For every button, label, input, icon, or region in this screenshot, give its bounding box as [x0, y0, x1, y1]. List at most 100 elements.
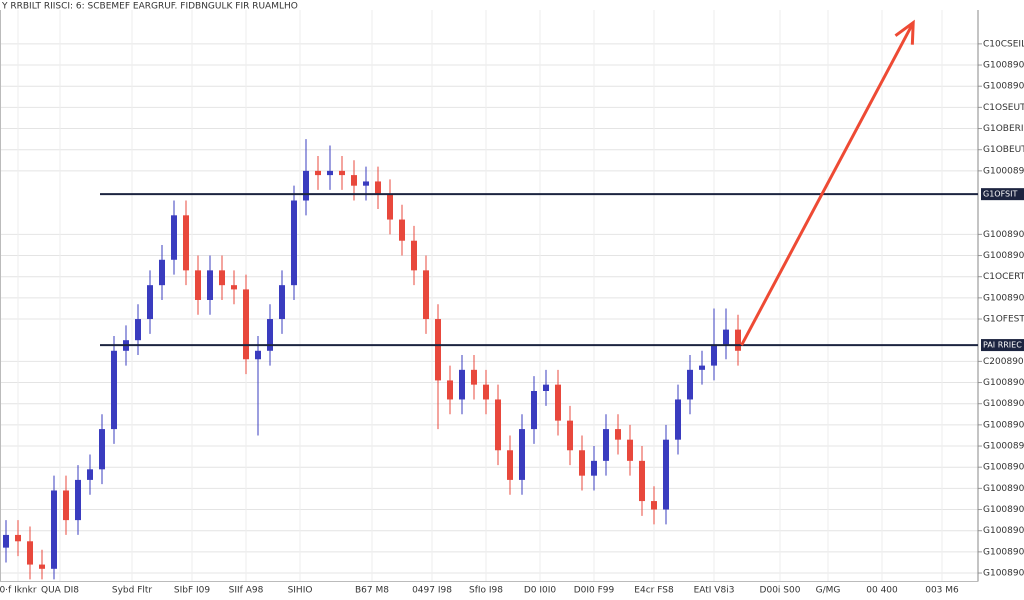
- forecast-arrow: [740, 21, 915, 346]
- candle-body: [291, 200, 297, 286]
- candle-body: [363, 181, 369, 186]
- x-tick-label: B67 M8: [355, 586, 389, 596]
- candle-body: [171, 215, 177, 260]
- candle-body: [111, 350, 117, 430]
- y-tick-label: C1OCERTL: [983, 272, 1024, 282]
- y-tick-label: G100890: [983, 230, 1024, 240]
- candle-body: [315, 170, 321, 176]
- y-tick-label: C200890: [983, 357, 1024, 367]
- candle-body: [75, 479, 81, 521]
- candle-body: [51, 490, 57, 569]
- y-tick-label: G100890: [983, 484, 1024, 494]
- candle-body: [267, 319, 273, 351]
- candle-body: [519, 429, 525, 480]
- x-tick-label: Sybd Fltr: [112, 586, 153, 596]
- y-tick-label: C1OSEUTL: [983, 103, 1024, 113]
- y-tick-label: G100890: [983, 61, 1024, 71]
- candle-body: [723, 329, 729, 345]
- y-tick-label: G100890: [983, 251, 1024, 261]
- candle-body: [279, 285, 285, 320]
- candle-body: [147, 285, 153, 320]
- x-tick-label: D0I0 F99: [574, 586, 615, 596]
- candle-body: [735, 329, 741, 351]
- y-tick-label: G100890: [983, 399, 1024, 409]
- candle-body: [579, 450, 585, 476]
- y-tick-label: G1000890: [983, 166, 1024, 176]
- candle-body: [459, 369, 465, 400]
- candle-body: [555, 384, 561, 421]
- y-tick-label: G100890: [983, 569, 1024, 579]
- candle-body: [603, 429, 609, 461]
- candle-body: [183, 215, 189, 271]
- candle-body: [687, 369, 693, 400]
- x-tick-label: D00i S00: [760, 586, 801, 596]
- candle-body: [231, 285, 237, 290]
- y-tick-label: G1OBERIL: [983, 124, 1024, 134]
- candle-body: [711, 344, 717, 366]
- level-label-box: [981, 339, 1024, 352]
- candle-body: [63, 490, 69, 521]
- candle-body: [399, 219, 405, 241]
- candle-body: [411, 240, 417, 271]
- candle-body: [327, 170, 333, 176]
- candle-body: [255, 350, 261, 360]
- candle-body: [447, 380, 453, 400]
- x-tick-label: 0·f Iknkr: [0, 586, 37, 596]
- level-label-box: [981, 188, 1024, 201]
- candle-body: [27, 541, 33, 565]
- x-tick-label: QUA DI8: [41, 586, 79, 596]
- y-tick-label: G100890: [983, 378, 1024, 388]
- candle-body: [423, 270, 429, 320]
- candle-body: [39, 564, 45, 569]
- candle-body: [639, 460, 645, 502]
- arrow-head: [894, 19, 915, 45]
- candle-body: [219, 270, 225, 286]
- y-tick-label: G100890: [983, 463, 1024, 473]
- candle-body: [303, 170, 309, 201]
- candle-body: [87, 469, 93, 480]
- y-tick-label: C10CSEIL: [983, 39, 1024, 49]
- plot: [3, 139, 741, 580]
- candle-body: [387, 194, 393, 220]
- candle-body: [495, 399, 501, 451]
- x-tick-label: SIHIO: [288, 586, 313, 596]
- x-tick-label: 003 M6: [925, 586, 959, 596]
- x-tick-label: 00 400: [866, 586, 898, 596]
- candle-body: [351, 175, 357, 186]
- candle-body: [207, 270, 213, 300]
- candle-body: [375, 181, 381, 195]
- candle-body: [15, 534, 21, 542]
- x-tick-label: 0497 I98: [412, 586, 452, 596]
- chart-title: Y RRBILT RIISCI: 6: SCBEMEF EARGRUF. FID…: [1, 2, 298, 12]
- candle-body: [651, 501, 657, 510]
- y-tick-label: G1OBEUTL: [983, 145, 1024, 155]
- candle-body: [99, 429, 105, 470]
- x-tick-label: SfIo I98: [469, 586, 503, 596]
- candle-body: [507, 450, 513, 480]
- level-label: PAI RRIEC: [983, 341, 1022, 350]
- y-tick-label: G100890: [983, 293, 1024, 303]
- x-tick-label: E4cr FS8: [634, 586, 674, 596]
- level-label: G1OFSIT: [983, 190, 1017, 199]
- x-tick-label: D0 I0I0: [524, 586, 557, 596]
- y-tick-label: G100890: [983, 505, 1024, 515]
- candle-body: [135, 319, 141, 341]
- candle-body: [627, 439, 633, 461]
- candle-body: [243, 289, 249, 360]
- candle-body: [615, 429, 621, 440]
- candle-body: [663, 439, 669, 510]
- y-tick-label: G100890: [983, 547, 1024, 557]
- candle-body: [195, 270, 201, 300]
- x-tick-label: G/MG: [816, 586, 841, 596]
- candle-body: [471, 369, 477, 385]
- candle-body: [699, 365, 705, 370]
- x-tick-label: SIIf A98: [229, 586, 264, 596]
- candle-body: [591, 460, 597, 476]
- y-tick-label: G100890: [983, 82, 1024, 92]
- x-tick-label: SIbF I09: [174, 586, 210, 596]
- candle-body: [159, 259, 165, 286]
- candle-body: [339, 170, 345, 176]
- x-tick-label: EAtI V8i3: [694, 586, 735, 596]
